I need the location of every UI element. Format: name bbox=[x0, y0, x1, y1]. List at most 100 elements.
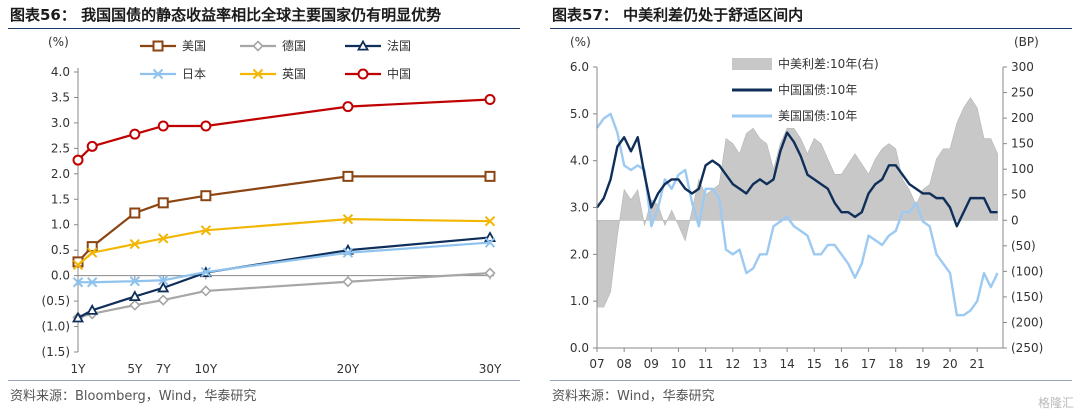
right-x-tick-label: 11 bbox=[698, 357, 713, 371]
right-x-tick-label: 14 bbox=[779, 357, 794, 371]
right-y2-tick-label: 0 bbox=[1011, 213, 1019, 227]
legend-label: 德国 bbox=[282, 38, 306, 53]
series-英国 bbox=[72, 213, 496, 271]
data-point bbox=[200, 225, 212, 236]
legend-label: 法国 bbox=[387, 39, 411, 53]
left-x-tick-label: 10Y bbox=[195, 362, 218, 376]
left-y-tick-label: 4.0 bbox=[51, 65, 70, 79]
data-point bbox=[158, 275, 169, 286]
right-y2-tick-label: (150) bbox=[1011, 290, 1043, 304]
legend-marker bbox=[252, 40, 264, 52]
legend-marker bbox=[356, 39, 370, 51]
data-point bbox=[157, 281, 170, 293]
legend-marker bbox=[152, 68, 164, 80]
right-y2-tick-label: 150 bbox=[1011, 137, 1034, 151]
right-y2-tick-label: 250 bbox=[1011, 86, 1034, 100]
right-x-tick-label: 20 bbox=[942, 357, 957, 371]
data-point bbox=[342, 276, 354, 288]
series-spread-area bbox=[596, 97, 998, 308]
legend-item: 法国 bbox=[345, 39, 411, 53]
data-point bbox=[342, 213, 354, 225]
right-title-rule bbox=[550, 28, 1072, 29]
series-中国国债:10年 bbox=[596, 131, 998, 228]
data-point bbox=[484, 215, 496, 227]
data-point bbox=[128, 290, 141, 302]
left-y-tick-label: 2.0 bbox=[51, 167, 70, 181]
series-line bbox=[77, 98, 491, 161]
right-x-tick-label: 19 bbox=[915, 357, 930, 371]
left-y-tick-label: 3.0 bbox=[51, 116, 70, 130]
legend-marker bbox=[152, 40, 164, 52]
legend-marker bbox=[357, 68, 369, 80]
right-x-tick-label: 12 bbox=[725, 357, 740, 371]
right-y-tick-label: 0.0 bbox=[570, 341, 589, 355]
right-y2-tick-label: 50 bbox=[1011, 188, 1026, 202]
left-x-tick-label: 5Y bbox=[127, 362, 143, 376]
right-x-tick-label: 15 bbox=[807, 357, 822, 371]
right-x-tick-label: 07 bbox=[589, 357, 604, 371]
data-point bbox=[157, 294, 169, 306]
series-中国 bbox=[72, 93, 496, 166]
data-point bbox=[200, 120, 212, 132]
right-y-tick-label: 3.0 bbox=[570, 201, 589, 215]
right-source-note: 资料来源：Wind，华泰研究 bbox=[552, 389, 715, 404]
data-point bbox=[129, 276, 141, 287]
data-point bbox=[72, 154, 84, 166]
data-point bbox=[157, 120, 169, 132]
data-point bbox=[484, 237, 496, 248]
left-y-tick-label: (1.0) bbox=[42, 320, 70, 334]
data-point bbox=[484, 170, 496, 182]
right-y-tick-label: 4.0 bbox=[570, 154, 589, 168]
right-y-unit-label: (%) bbox=[570, 35, 591, 49]
right-y-tick-label: 2.0 bbox=[570, 247, 589, 261]
data-point bbox=[129, 299, 141, 311]
data-point bbox=[86, 241, 98, 253]
data-point bbox=[158, 233, 169, 244]
yield-curve-chart: (%) 4.0 3.5 3.0 2.5 2.0 1.5 1.0 0.5 0.0 (0.5) (1.0)… bbox=[42, 35, 502, 376]
legend-label: 美国 bbox=[182, 39, 206, 53]
left-x-tick-label: 7Y bbox=[156, 362, 172, 376]
legend-label: 中国国债:10年 bbox=[778, 82, 857, 97]
left-y-tick-label: 1.5 bbox=[51, 192, 70, 206]
left-y-tick-label: (1.5) bbox=[42, 345, 70, 359]
left-x-tick-label: 30Y bbox=[479, 362, 502, 376]
right-x-tick-label: 21 bbox=[970, 357, 985, 371]
right-panel-title: 图表57： 中美利差仍处于舒适区间内 bbox=[552, 6, 804, 24]
right-x-tick-label: 17 bbox=[861, 357, 876, 371]
right-y2-tick-label: (50) bbox=[1011, 239, 1036, 253]
legend-item: 中国 bbox=[345, 66, 411, 81]
data-point bbox=[71, 311, 85, 323]
right-x-tick-label: 16 bbox=[834, 357, 849, 371]
data-point bbox=[200, 190, 212, 202]
data-point bbox=[86, 303, 99, 315]
data-point bbox=[484, 93, 496, 105]
right-y-tick-label: 6.0 bbox=[570, 60, 589, 74]
legend-swatch bbox=[732, 58, 772, 70]
left-title-rule bbox=[8, 28, 520, 29]
legend-label: 英国 bbox=[282, 67, 306, 81]
data-point bbox=[72, 259, 84, 271]
left-y-tick-label: 1.0 bbox=[51, 218, 70, 232]
data-point bbox=[484, 267, 496, 279]
right-y2-unit-label: (BP) bbox=[1014, 35, 1039, 49]
legend-item: 英国 bbox=[240, 67, 306, 81]
right-y2-tick-label: 100 bbox=[1011, 162, 1034, 176]
legend-label: 美国国债:10年 bbox=[778, 109, 857, 123]
right-x-tick-label: 08 bbox=[617, 357, 632, 371]
left-x-tick-label: 20Y bbox=[337, 362, 360, 376]
left-y-tick-label: 0.0 bbox=[51, 269, 70, 283]
data-point bbox=[200, 285, 212, 297]
series-line bbox=[77, 175, 490, 263]
right-x-tick-label: 13 bbox=[752, 357, 767, 371]
legend-item: 美国 bbox=[140, 39, 206, 53]
data-point bbox=[342, 170, 354, 182]
left-bottom-rule bbox=[8, 380, 520, 381]
left-y-tick-label: 2.5 bbox=[51, 141, 70, 155]
right-y2-tick-label: 300 bbox=[1011, 60, 1034, 74]
legend-label: 中美利差:10年(右) bbox=[778, 56, 879, 71]
data-point bbox=[342, 101, 354, 113]
legend-label: 日本 bbox=[182, 67, 206, 81]
right-y2-tick-label: (200) bbox=[1011, 315, 1043, 329]
data-point bbox=[129, 238, 141, 250]
